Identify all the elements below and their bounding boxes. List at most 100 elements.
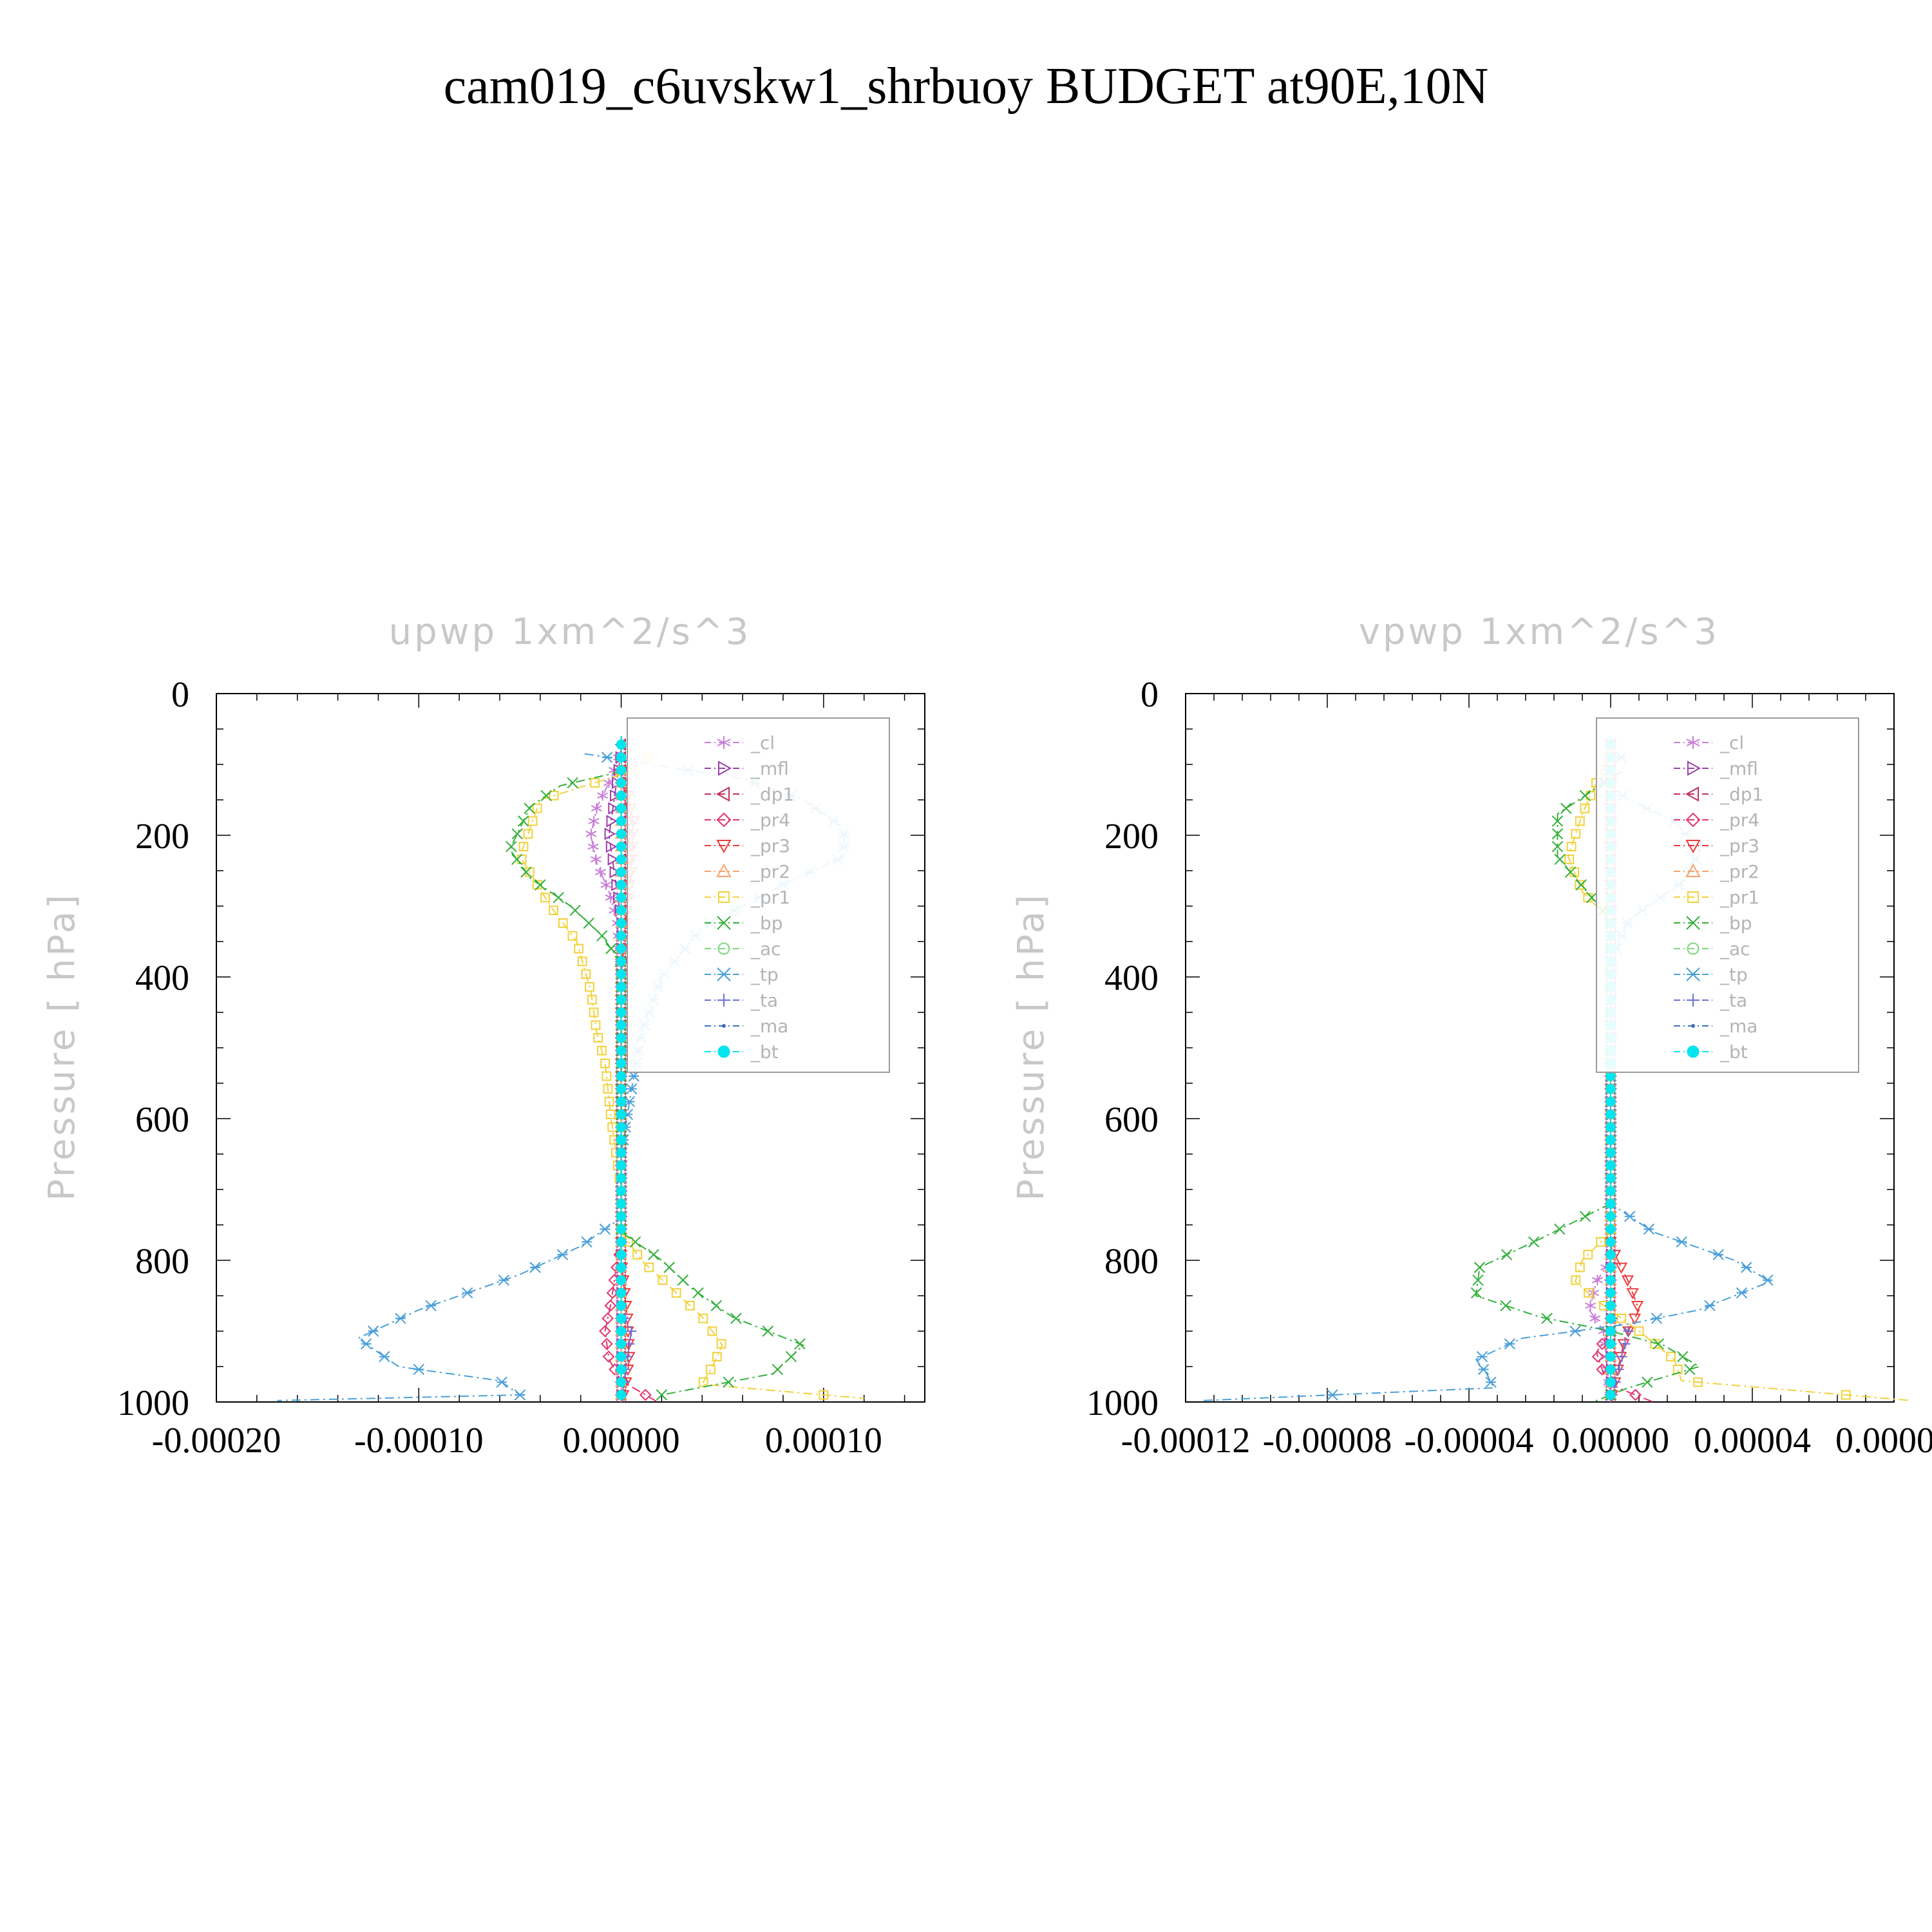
data-point <box>616 969 627 980</box>
legend-item-pr1: _pr1 <box>705 887 790 908</box>
data-point <box>523 829 533 839</box>
data-point <box>616 994 627 1005</box>
data-point <box>716 1339 726 1349</box>
data-point <box>1615 1262 1628 1274</box>
legend: _cl _mfl _dp1 _pr4 _pr3 _pr2 _pr1 _bp _ac _tp _ta _… <box>627 717 890 1073</box>
legend-item-mfl: _mfl <box>1674 758 1758 779</box>
legend-label: _ac <box>750 938 781 960</box>
legend-item-bp: _bp <box>1674 913 1752 934</box>
data-point <box>616 1351 627 1362</box>
data-point <box>1473 1262 1486 1273</box>
legend-marker <box>1686 736 1700 749</box>
data-point <box>540 893 550 903</box>
data-point <box>532 803 542 813</box>
data-point <box>1605 1096 1616 1107</box>
data-point <box>706 1365 715 1374</box>
legend-label: _pr2 <box>1719 861 1759 882</box>
data-point <box>1472 1274 1484 1286</box>
data-point <box>1504 1338 1516 1350</box>
data-point <box>1571 1275 1581 1285</box>
legend-marker <box>1685 786 1699 802</box>
data-point <box>616 1390 627 1400</box>
legend-label: _ma <box>750 1016 788 1037</box>
legend-label: _bp <box>750 913 783 934</box>
plot-area-upwp: 0 200 400 600 800 1000-0.00020 -0.00010 0.00000… <box>117 675 925 1461</box>
data-point <box>616 1186 627 1196</box>
legend-label: _cl <box>750 732 775 753</box>
legend-marker <box>1685 863 1701 877</box>
data-point <box>1605 1364 1616 1375</box>
data-point <box>585 828 597 839</box>
data-point <box>1605 1339 1616 1349</box>
data-point <box>616 1262 627 1273</box>
data-point <box>698 1377 708 1387</box>
data-point <box>1634 1326 1644 1336</box>
data-point <box>616 880 627 890</box>
data-point <box>462 1287 473 1299</box>
data-point <box>1616 1351 1627 1362</box>
data-point <box>730 1312 742 1324</box>
data-point <box>1589 1313 1601 1324</box>
data-point <box>1575 816 1585 826</box>
data-point <box>685 1301 695 1311</box>
minor-ticks <box>1185 693 1895 1403</box>
legend-box <box>1596 717 1859 1073</box>
data-point <box>1579 790 1591 802</box>
legend-item-ac: _ac <box>705 938 781 960</box>
y-tick-label: 1000 <box>1086 1383 1159 1423</box>
data-point <box>616 803 627 813</box>
data-point <box>588 816 600 826</box>
data-point <box>663 1262 675 1273</box>
x-tick-label: -0.00004 <box>1405 1421 1534 1461</box>
data-point <box>540 790 552 802</box>
legend-label: _pr3 <box>1719 835 1759 857</box>
data-point <box>1575 880 1584 890</box>
data-point <box>1551 815 1564 827</box>
legend-marker <box>1687 994 1700 1007</box>
data-point <box>514 1389 526 1401</box>
legend-marker <box>716 840 732 854</box>
x-tick-label: 0.00000 <box>1552 1421 1669 1461</box>
legend-item-ta: _ta <box>1674 990 1747 1011</box>
data-point <box>616 1135 627 1145</box>
data-point <box>1551 828 1564 840</box>
data-point <box>616 777 627 788</box>
legend-marker <box>718 891 730 903</box>
data-point <box>616 1224 627 1235</box>
data-point <box>616 1160 627 1171</box>
data-point <box>1624 1211 1636 1222</box>
data-point <box>616 1084 627 1094</box>
data-point <box>1528 1236 1540 1248</box>
data-point <box>577 956 587 967</box>
data-point <box>1605 1160 1616 1171</box>
data-point <box>616 1364 627 1375</box>
data-point <box>616 1211 627 1222</box>
data-point <box>616 1045 627 1056</box>
data-point <box>1629 1388 1642 1401</box>
y-tick-label: 1000 <box>117 1383 189 1423</box>
data-point <box>639 1388 652 1401</box>
data-point <box>616 905 627 916</box>
data-point <box>616 1377 627 1387</box>
legend-item-ac: _ac <box>1674 938 1750 960</box>
data-point <box>616 1249 627 1260</box>
data-point <box>593 1033 603 1043</box>
data-point <box>1653 1338 1664 1350</box>
panel-title-vpwp: vpwp 1xm^2/s^3 <box>1359 611 1719 653</box>
plot-area-vpwp: 0 200 400 600 800 1000-0.00012 -0.00008 -0.0000… <box>1086 675 1932 1461</box>
data-point <box>1580 803 1590 813</box>
legend-item-pr3: _pr3 <box>705 835 790 857</box>
data-point <box>518 842 529 851</box>
data-point <box>581 969 591 979</box>
data-point <box>616 1109 627 1120</box>
data-point <box>585 982 594 992</box>
data-point <box>1643 1223 1655 1235</box>
data-point <box>616 1198 627 1209</box>
legend-marker <box>717 942 730 955</box>
data-point <box>589 1007 599 1018</box>
data-point <box>1564 866 1577 878</box>
legend-marker <box>1685 840 1701 854</box>
data-point <box>616 854 627 865</box>
y-axis-label-upwp: Pressure [ hPa] <box>41 892 83 1200</box>
data-point <box>605 943 617 954</box>
